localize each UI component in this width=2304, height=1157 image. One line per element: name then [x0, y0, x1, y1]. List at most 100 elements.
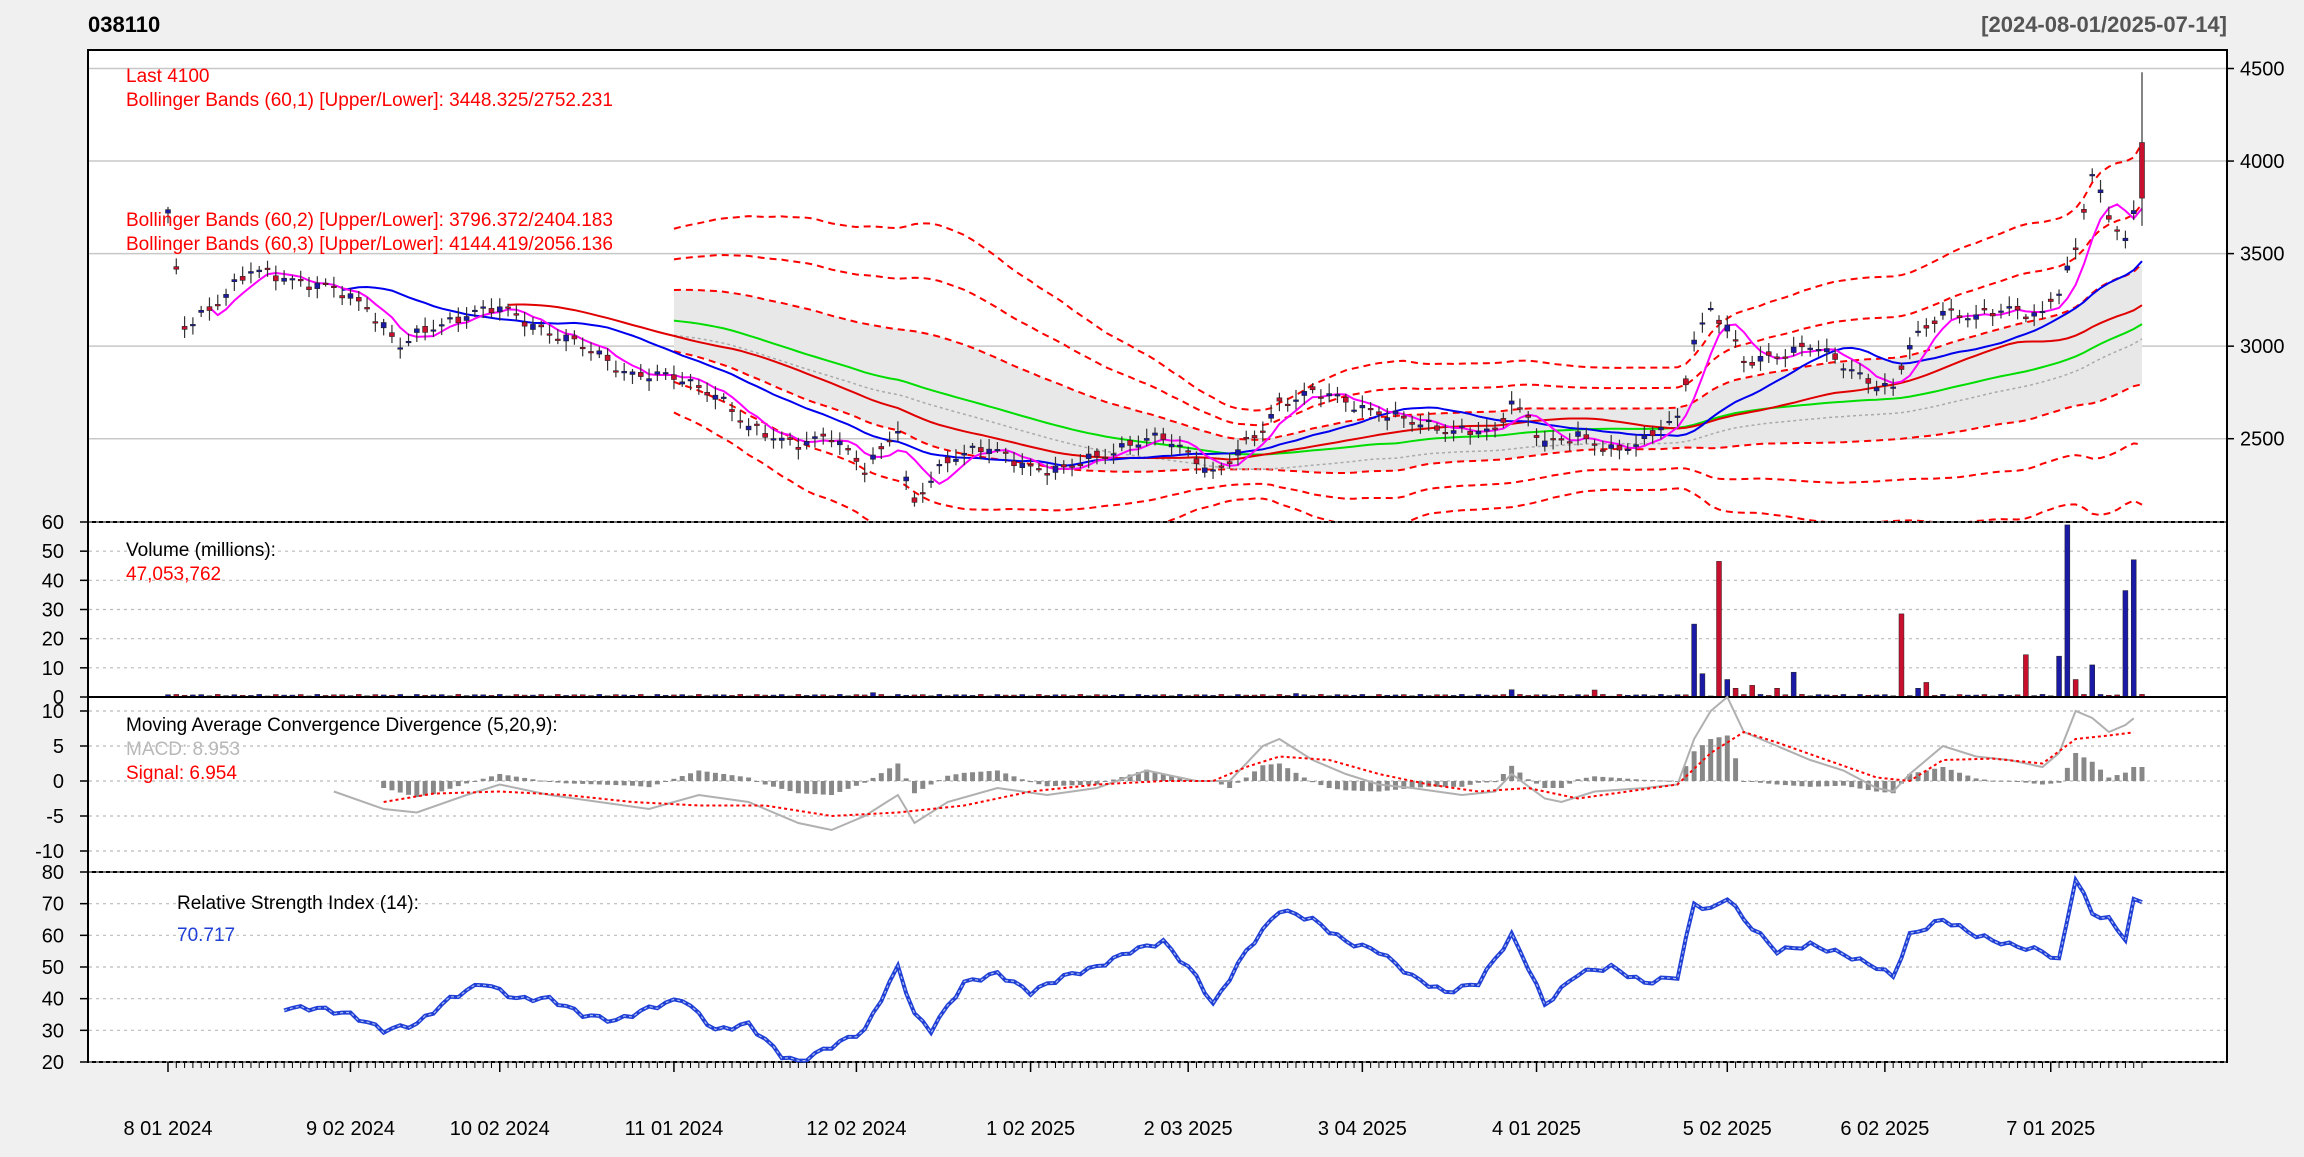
bb1-label: Bollinger Bands (60,1) [Upper/Lower]: 34…	[126, 90, 613, 111]
candle-body	[1434, 425, 1440, 431]
y-tick-label: 40	[42, 570, 64, 592]
macd-histogram-bar	[679, 776, 685, 781]
candle-body	[1508, 400, 1515, 405]
macd-histogram-bar	[1567, 781, 1573, 784]
candle-body	[1707, 307, 1714, 311]
macd-histogram-bar	[1301, 777, 1307, 781]
bb3-label: Bollinger Bands (60,3) [Upper/Lower]: 41…	[126, 234, 613, 255]
chart-symbol-title: 038110	[88, 12, 160, 37]
y-tick-label: 80	[42, 862, 64, 884]
macd-histogram-bar	[480, 778, 486, 781]
macd-histogram-bar	[1492, 781, 1498, 783]
candle-body	[1525, 414, 1532, 418]
candle-body	[1550, 438, 1556, 441]
macd-histogram-bar	[2006, 780, 2012, 782]
candle-body	[745, 425, 752, 431]
volume-bar	[1508, 689, 1515, 698]
macd-histogram-bar	[1218, 781, 1224, 785]
macd-histogram-bar	[497, 774, 503, 781]
volume-bar	[1691, 623, 1697, 698]
rsi-value: 70.717	[177, 925, 235, 946]
macd-histogram-bar	[1177, 777, 1183, 781]
y-tick-label: 40	[42, 989, 64, 1011]
x-tick-label: 1 02 2025	[986, 1118, 1075, 1140]
candle-body	[505, 306, 511, 309]
y-tick-label: 0	[53, 771, 64, 793]
macd-histogram-bar	[1077, 781, 1083, 786]
volume-bar	[2072, 679, 2079, 698]
macd-histogram-bar	[1857, 781, 1863, 789]
volume-panel: 0 10 20 30 40 50 60 Volume (millions): 47,053,…	[42, 512, 2228, 709]
candle-body	[1442, 432, 1449, 435]
macd-histogram-bar	[1683, 766, 1689, 781]
macd-histogram-bar	[1011, 776, 1017, 781]
candle-body	[778, 437, 785, 441]
candle-body	[563, 334, 569, 342]
bollinger-band-2-upper	[673, 203, 2143, 427]
macd-histogram-bar	[1641, 779, 1647, 781]
candle-body	[364, 307, 370, 310]
macd-histogram-bar	[1766, 781, 1772, 784]
macd-histogram-bar	[887, 768, 893, 781]
candle-body	[198, 310, 204, 313]
candle-body	[455, 316, 462, 324]
macd-histogram-bar	[762, 781, 768, 785]
candle-body	[1235, 449, 1241, 456]
candle-body	[1260, 430, 1266, 433]
macd-histogram-bar	[1749, 781, 1755, 782]
candle-body	[1276, 397, 1283, 402]
candle-body	[1127, 440, 1133, 446]
candle-body	[621, 370, 627, 374]
macd-histogram-bar	[663, 781, 669, 782]
candle-body	[447, 317, 453, 320]
bb2-label: Bollinger Bands (60,2) [Upper/Lower]: 37…	[126, 210, 613, 231]
candle-body	[1210, 469, 1216, 472]
candle-body	[256, 269, 263, 273]
macd-histogram-bar	[1235, 781, 1241, 783]
macd-histogram-bar	[1451, 781, 1457, 787]
candle-body	[1401, 415, 1407, 419]
macd-histogram-bar	[1600, 776, 1606, 781]
macd-histogram-bar	[1633, 779, 1639, 781]
candle-body	[165, 209, 171, 214]
macd-histogram-bar	[2015, 781, 2021, 782]
candle-body	[613, 370, 619, 373]
price-candles	[165, 72, 2145, 507]
macd-histogram-bar	[1434, 781, 1440, 787]
macd-histogram-bar	[1807, 781, 1813, 787]
candle-body	[1948, 308, 1955, 311]
macd-histogram-bar	[2139, 767, 2145, 781]
macd-histogram-bar	[638, 781, 644, 787]
y-tick-label: 4500	[2240, 59, 2285, 81]
candle-body	[1002, 451, 1009, 454]
candle-body	[1367, 408, 1374, 411]
macd-histogram-bar	[1036, 781, 1042, 785]
candle-body	[1094, 450, 1100, 457]
candle-body	[1011, 460, 1017, 467]
macd-histogram-bar	[746, 777, 752, 781]
candle-body	[795, 446, 802, 450]
x-tick-label: 4 01 2025	[1492, 1118, 1581, 1140]
macd-histogram-bar	[2023, 781, 2029, 783]
macd-histogram-bar	[2039, 781, 2045, 785]
candle-body	[1318, 396, 1324, 399]
candle-body	[1973, 314, 1979, 320]
candle-body	[886, 440, 893, 443]
macd-histogram-bar	[1923, 770, 1929, 781]
macd-histogram-bar	[1252, 771, 1258, 781]
candle-body	[2097, 189, 2104, 194]
macd-histogram-bar	[1948, 769, 1954, 781]
macd-histogram-bar	[397, 781, 403, 793]
macd-value: MACD: 8.953	[126, 739, 240, 760]
ma-20-line	[342, 260, 2143, 467]
candle-body	[1326, 393, 1332, 397]
candle-body	[1915, 330, 1921, 333]
candle-body	[1168, 443, 1175, 448]
y-tick-label: 30	[42, 1020, 64, 1042]
macd-histogram-bar	[1799, 781, 1805, 787]
macd-histogram-bar	[1293, 772, 1299, 781]
candle-body	[1840, 368, 1847, 371]
candle-body	[1724, 324, 1731, 332]
candle-body	[1815, 349, 1822, 352]
macd-histogram-bar	[1343, 781, 1349, 791]
